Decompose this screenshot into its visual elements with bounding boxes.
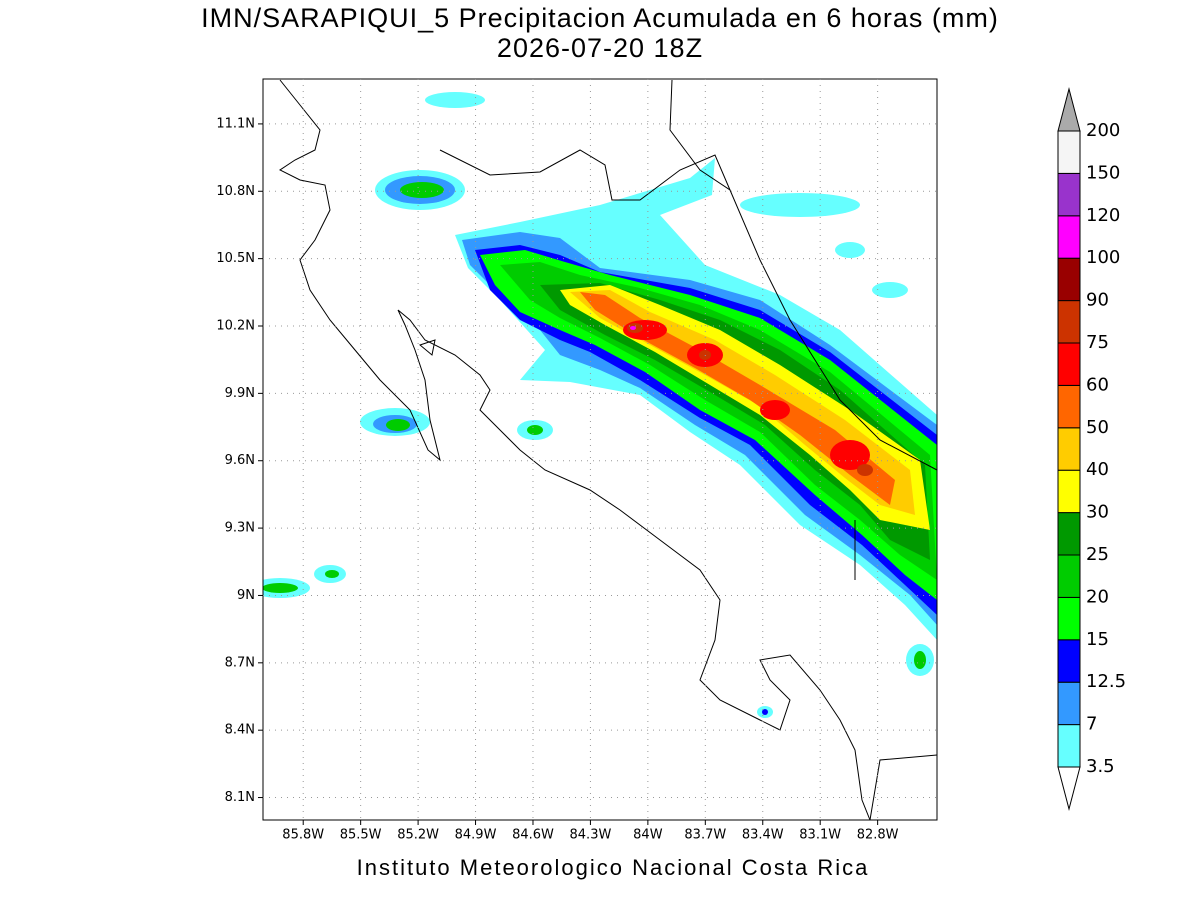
- colorbar-box: [1057, 681, 1081, 726]
- colorbar-label: 40: [1086, 459, 1109, 480]
- colorbar-label: 50: [1086, 417, 1109, 438]
- lon-tick-label: 83.4W: [742, 828, 784, 843]
- lon-tick-label: 83.1W: [799, 828, 841, 843]
- lon-tick-label: 82.8W: [857, 828, 899, 843]
- colorbar-under: [1057, 766, 1081, 811]
- lon-tick-label: 85.2W: [397, 828, 439, 843]
- coastlines: [279, 79, 937, 820]
- colorbar-over: [1057, 87, 1081, 132]
- title: IMN/SARAPIQUI_5 Precipitacion Acumulada …: [201, 3, 999, 33]
- subtitle: 2026-07-20 18Z: [497, 33, 703, 63]
- lat-tick-label: 10.8N: [216, 184, 255, 199]
- footer: Instituto Meteorologico Nacional Costa R…: [357, 855, 870, 880]
- colorbar-label: 60: [1086, 374, 1109, 395]
- lat-tick-label: 9.6N: [225, 453, 255, 468]
- colorbar-box: [1057, 512, 1081, 556]
- colorbar-box: [1057, 257, 1081, 302]
- colorbar-label: 200: [1086, 120, 1120, 141]
- colorbar-label: 120: [1086, 205, 1120, 226]
- lat-tick-label: 8.1N: [225, 790, 255, 805]
- lat-tick-label: 10.2N: [216, 319, 255, 334]
- colorbar-box: [1057, 427, 1081, 471]
- colorbar-label: 15: [1086, 629, 1109, 650]
- lat-tick-label: 9.3N: [225, 521, 255, 536]
- lon-tick-label: 84.9W: [455, 828, 497, 843]
- colorbar-label: 150: [1086, 162, 1120, 183]
- lat-tick-label: 8.7N: [225, 655, 255, 670]
- lat-tick-label: 9.9N: [225, 386, 255, 401]
- precipitation-field: [263, 92, 937, 718]
- colorbar-label: 12.5: [1086, 671, 1126, 692]
- colorbar-box: [1057, 469, 1081, 514]
- lat-tick-label: 11.1N: [216, 116, 255, 131]
- colorbar-label: 20: [1086, 586, 1109, 607]
- colorbar-label: 90: [1086, 290, 1109, 311]
- lon-tick-label: 85.5W: [340, 828, 382, 843]
- colorbar-box: [1057, 300, 1081, 344]
- lon-tick-label: 84.6W: [512, 828, 554, 843]
- lon-tick-label: 85.8W: [282, 828, 324, 843]
- colorbar-box: [1057, 130, 1081, 174]
- colorbar-label: 25: [1086, 544, 1109, 565]
- map-frame: [262, 78, 938, 821]
- lon-tick-label: 83.7W: [684, 828, 726, 843]
- colorbar-label: 100: [1086, 247, 1120, 268]
- colorbar-box: [1057, 215, 1081, 259]
- lat-tick-label: 8.4N: [225, 723, 255, 738]
- colorbar-box: [1057, 639, 1081, 683]
- colorbar-label: 30: [1086, 502, 1109, 523]
- lat-tick-label: 10.5N: [216, 251, 255, 266]
- colorbar-box: [1057, 384, 1081, 429]
- colorbar-label: 7: [1086, 714, 1097, 735]
- colorbar-label: 3.5: [1086, 756, 1115, 777]
- colorbar-box: [1057, 596, 1081, 641]
- colorbar-box: [1057, 554, 1081, 598]
- lon-tick-label: 84.3W: [570, 828, 612, 843]
- lon-tick-label: 84W: [633, 828, 663, 843]
- colorbar-box: [1057, 172, 1081, 217]
- colorbar-box: [1057, 342, 1081, 386]
- colorbar-label: 75: [1086, 332, 1109, 353]
- colorbar-box: [1057, 724, 1081, 768]
- lat-tick-label: 9N: [237, 588, 255, 603]
